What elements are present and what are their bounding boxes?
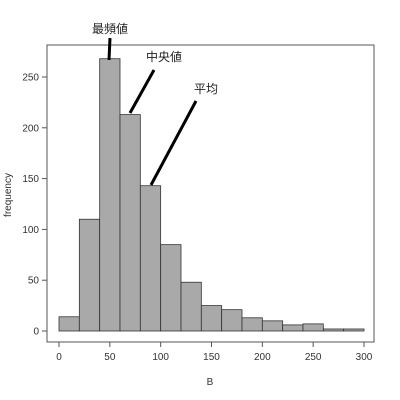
y-tick-label: 250 [22, 73, 39, 84]
y-tick-label: 150 [22, 174, 39, 185]
annotation-label: 最頻値 [92, 21, 128, 36]
annotation-pointer [149, 100, 198, 186]
histogram-bar [241, 317, 263, 332]
x-tick-label: 0 [56, 352, 62, 363]
x-axis: 0 50 100 150 200 250 300 [56, 342, 373, 363]
x-tick-label: 50 [104, 352, 116, 363]
histogram-bar [322, 328, 345, 332]
histogram-bar [160, 244, 182, 332]
y-axis-title: frequency [3, 173, 14, 217]
annotation-pointer [128, 69, 156, 114]
y-tick-label: 200 [22, 123, 39, 134]
histogram-bar [302, 323, 324, 332]
histogram-bar [180, 281, 202, 332]
bars-group [58, 58, 365, 332]
histogram-bar [343, 328, 365, 332]
histogram-bar [139, 185, 162, 332]
x-tick-label: 150 [203, 352, 220, 363]
x-tick-label: 100 [152, 352, 169, 363]
x-tick-label: 300 [356, 352, 373, 363]
annotation-pointer [107, 37, 112, 61]
y-tick-label: 50 [28, 276, 40, 287]
histogram-bar [261, 320, 284, 332]
plot-frame [46, 44, 375, 343]
annotation-label: 中央値 [146, 49, 182, 64]
histogram-bar [78, 218, 101, 332]
histogram-bar [221, 309, 243, 332]
histogram-bar [99, 58, 121, 332]
y-tick-label: 0 [33, 327, 39, 338]
y-axis: 0 50 100 150 200 250 [22, 73, 47, 338]
histogram-bar [282, 324, 304, 332]
x-axis-title: B [207, 377, 214, 388]
y-tick-label: 100 [22, 225, 39, 236]
x-tick-label: 200 [254, 352, 271, 363]
x-tick-label: 250 [305, 352, 322, 363]
annotation-label: 平均 [194, 82, 218, 96]
histogram-bar [200, 305, 223, 332]
histogram-bar [58, 316, 80, 332]
histogram-bar [119, 114, 141, 332]
